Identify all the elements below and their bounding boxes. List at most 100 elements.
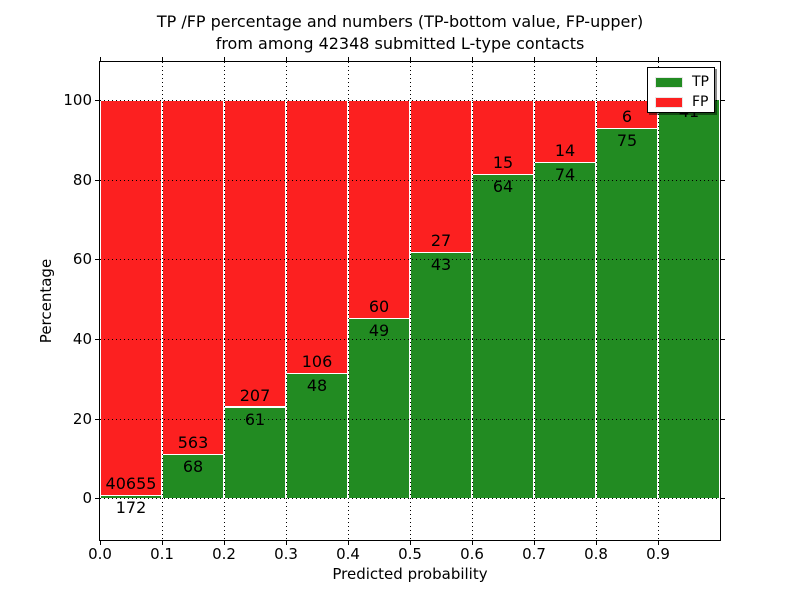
x-tick-mark bbox=[348, 541, 349, 545]
y-tick-mark-right bbox=[721, 418, 725, 420]
fp-count-label: 15 bbox=[492, 153, 514, 173]
x-tick-mark-top bbox=[348, 57, 349, 61]
chart-title-line1: TP /FP percentage and numbers (TP-bottom… bbox=[156, 12, 644, 31]
v-gridline bbox=[658, 62, 659, 540]
y-tick-label: 0 bbox=[82, 489, 92, 508]
plot-area bbox=[99, 61, 721, 541]
x-tick-mark bbox=[410, 541, 411, 545]
v-gridline bbox=[472, 62, 473, 540]
x-axis-label: Predicted probability bbox=[332, 565, 488, 583]
x-tick-mark bbox=[224, 541, 225, 545]
x-tick-mark-top bbox=[410, 57, 411, 61]
y-tick-label: 60 bbox=[72, 250, 92, 269]
tp-count-label: 75 bbox=[616, 131, 638, 151]
x-tick-mark bbox=[472, 541, 473, 545]
tp-count-label: 43 bbox=[430, 255, 452, 275]
y-tick-mark bbox=[95, 259, 99, 261]
x-tick-label: 0.2 bbox=[212, 545, 236, 563]
tp-count-label: 74 bbox=[554, 165, 576, 185]
legend-label-tp: TP bbox=[692, 74, 709, 90]
x-tick-mark-top bbox=[534, 57, 535, 61]
v-gridline bbox=[534, 62, 535, 540]
legend-label-fp: FP bbox=[692, 94, 709, 110]
fp-count-label: 40655 bbox=[105, 474, 157, 494]
x-tick-mark-top bbox=[286, 57, 287, 61]
fp-count-label: 6 bbox=[621, 107, 633, 127]
bar-segment-fp bbox=[100, 99, 162, 497]
x-tick-label: 0.6 bbox=[460, 545, 484, 563]
tp-count-label: 172 bbox=[115, 498, 147, 518]
x-tick-label: 0.9 bbox=[646, 545, 670, 563]
y-tick-label: 40 bbox=[72, 329, 92, 348]
x-tick-mark-top bbox=[100, 57, 101, 61]
bar-segment-fp bbox=[348, 99, 410, 320]
x-tick-label: 0.0 bbox=[88, 545, 112, 563]
bar-segment-tp bbox=[472, 175, 534, 499]
legend-swatch-fp bbox=[655, 96, 683, 108]
x-tick-label: 0.3 bbox=[274, 545, 298, 563]
y-tick-mark bbox=[95, 179, 99, 181]
x-tick-mark-top bbox=[658, 57, 659, 61]
x-tick-label: 0.7 bbox=[522, 545, 546, 563]
bar-segment-tp bbox=[348, 319, 410, 499]
bar-segment-fp bbox=[286, 99, 348, 374]
fp-count-label: 563 bbox=[177, 433, 209, 453]
y-tick-label: 100 bbox=[63, 90, 92, 109]
y-tick-label: 20 bbox=[72, 409, 92, 428]
y-tick-mark bbox=[95, 338, 99, 340]
x-tick-mark-top bbox=[596, 57, 597, 61]
x-tick-mark bbox=[596, 541, 597, 545]
fp-count-label: 27 bbox=[430, 231, 452, 251]
bar-segment-tp bbox=[596, 129, 658, 499]
x-tick-label: 0.5 bbox=[398, 545, 422, 563]
legend: TP FP bbox=[647, 67, 715, 113]
bar-segment-fp bbox=[472, 99, 534, 176]
v-gridline bbox=[410, 62, 411, 540]
fp-count-label: 207 bbox=[239, 385, 271, 405]
x-tick-mark bbox=[658, 541, 659, 545]
y-tick-mark-right bbox=[721, 99, 725, 101]
y-tick-mark bbox=[95, 498, 99, 500]
v-gridline bbox=[286, 62, 287, 540]
v-gridline bbox=[224, 62, 225, 540]
y-tick-label: 80 bbox=[72, 170, 92, 189]
tp-count-label: 49 bbox=[368, 321, 390, 341]
bar-segment-fp bbox=[162, 99, 224, 456]
x-tick-label: 0.4 bbox=[336, 545, 360, 563]
fp-count-label: 60 bbox=[368, 297, 390, 317]
v-gridline bbox=[596, 62, 597, 540]
x-tick-mark bbox=[534, 541, 535, 545]
fp-count-label: 14 bbox=[554, 141, 576, 161]
bar-segment-tp bbox=[658, 99, 720, 499]
tp-count-label: 48 bbox=[306, 376, 328, 396]
x-tick-mark-top bbox=[472, 57, 473, 61]
tp-count-label: 68 bbox=[182, 457, 204, 477]
x-tick-label: 0.1 bbox=[150, 545, 174, 563]
v-gridline bbox=[348, 62, 349, 540]
chart-title: TP /FP percentage and numbers (TP-bottom… bbox=[0, 11, 800, 55]
bar-segment-fp bbox=[224, 99, 286, 408]
x-tick-mark bbox=[100, 541, 101, 545]
tp-count-label: 64 bbox=[492, 177, 514, 197]
x-tick-label: 0.8 bbox=[584, 545, 608, 563]
bar-segment-tp bbox=[100, 496, 162, 499]
y-tick-mark-right bbox=[721, 259, 725, 261]
y-tick-mark-right bbox=[721, 498, 725, 500]
bar-segment-fp bbox=[410, 99, 472, 254]
v-gridline bbox=[162, 62, 163, 540]
y-tick-mark-right bbox=[721, 338, 725, 340]
legend-row: TP bbox=[648, 73, 714, 91]
tp-count-label: 61 bbox=[244, 409, 266, 429]
x-tick-mark-top bbox=[224, 57, 225, 61]
y-tick-mark bbox=[95, 99, 99, 101]
x-tick-mark bbox=[286, 541, 287, 545]
chart-title-line2: from among 42348 submitted L-type contac… bbox=[215, 34, 585, 53]
bar-segment-fp bbox=[534, 99, 596, 164]
legend-swatch-tp bbox=[655, 76, 683, 88]
x-tick-mark-top bbox=[162, 57, 163, 61]
y-tick-mark bbox=[95, 418, 99, 420]
bar-segment-tp bbox=[534, 163, 596, 499]
x-tick-mark bbox=[162, 541, 163, 545]
legend-row: FP bbox=[648, 93, 714, 111]
